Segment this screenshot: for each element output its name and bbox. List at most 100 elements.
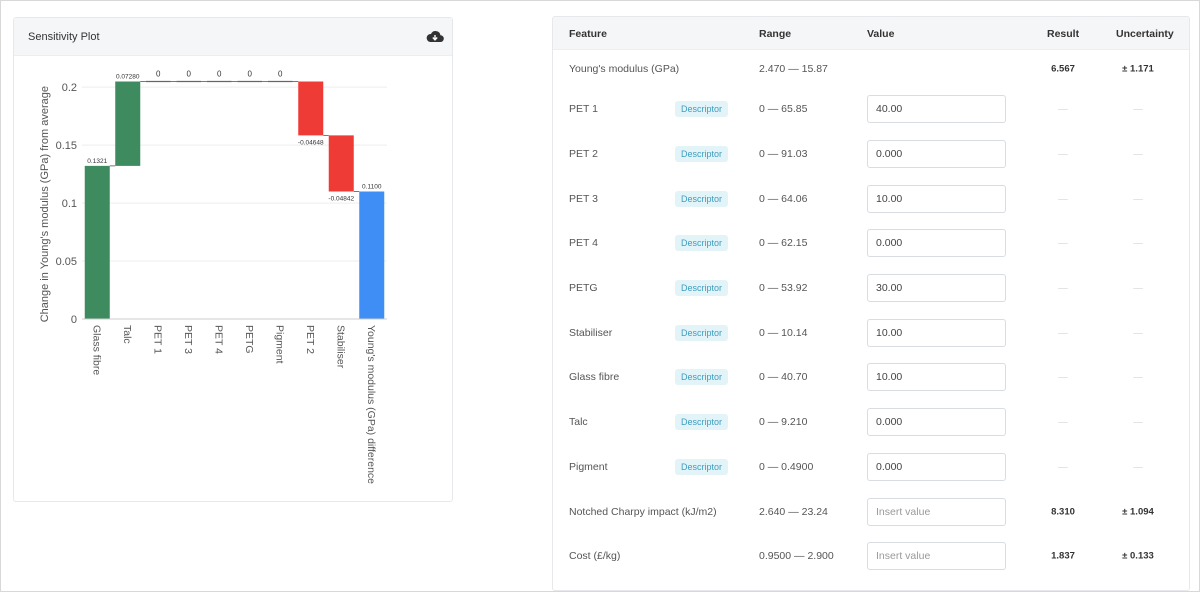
x-tick-label: PET 2 [304,325,316,354]
value-input[interactable] [867,229,1006,258]
feature-name: PET 3 [569,192,598,205]
table-row: Pigment Descriptor 0 — 0.4900 — — [553,445,1189,490]
y-tick-label: 0.2 [62,82,77,94]
descriptor-badge: Descriptor [675,235,729,252]
descriptor-badge: Descriptor [675,458,729,475]
value-input[interactable] [867,542,1006,571]
feature-name: Pigment [569,460,608,473]
result-value: — [1058,416,1068,428]
plot-header: Sensitivity Plot [14,18,452,56]
result-value: — [1058,282,1068,294]
table-header: Feature Range Value Result Uncertainty [553,17,1189,50]
value-input[interactable] [867,497,1006,526]
descriptor-badge: Descriptor [675,280,729,297]
data-label: 0.1321 [87,158,107,165]
x-tick-label: PET 1 [151,325,163,354]
feature-name: Glass fibre [569,371,620,384]
table-body: Young's modulus (GPa) 2.470 — 15.87 6.56… [553,50,1189,579]
data-label: -0.04842 [328,196,354,203]
table-row: PET 3 Descriptor 0 — 64.06 — — [553,176,1189,221]
bar-young-s-modulus-gpa-difference[interactable] [359,191,385,320]
descriptor-badge: Descriptor [675,190,729,207]
data-label: 0.1100 [362,184,382,191]
table-row: PET 2 Descriptor 0 — 91.03 — — [553,132,1189,177]
header-result: Result [1047,28,1080,40]
bar-pet-2[interactable] [298,81,324,136]
value-input[interactable] [867,140,1006,169]
table-row: PETG Descriptor 0 — 53.92 — — [553,266,1189,311]
table-row: Glass fibre Descriptor 0 — 40.70 — — [553,355,1189,400]
feature-name: Young's modulus (GPa) [569,62,680,75]
uncertainty-value: — [1133,282,1143,294]
bar-talc[interactable] [115,81,141,166]
x-tick-label: PET 3 [182,325,194,354]
plot-title: Sensitivity Plot [28,30,100,43]
data-label: 0 [156,70,161,79]
y-tick-label: 0.1 [62,198,77,210]
feature-range: 2.470 — 15.87 [759,62,828,75]
prediction-table: Feature Range Value Result Uncertainty Y… [552,16,1190,591]
descriptor-badge: Descriptor [675,369,729,386]
sensitivity-plot-card: Sensitivity Plot 0.1321 0.07280 0 0 0 0 0 -0.04… [13,17,453,502]
y-tick-label: 0 [71,314,77,326]
value-input[interactable] [867,184,1006,213]
cloud-download-icon[interactable] [426,30,444,44]
bar-stabiliser[interactable] [328,135,354,192]
table-row: Talc Descriptor 0 — 9.210 — — [553,400,1189,445]
feature-range: 0 — 64.06 [759,192,808,205]
x-tick-label: Pigment [273,325,285,364]
value-input[interactable] [867,452,1006,481]
result-value: 1.837 [1051,550,1075,562]
result-value: — [1058,103,1068,115]
uncertainty-value: — [1133,237,1143,249]
feature-range: 0 — 65.85 [759,103,808,116]
uncertainty-value: ± 0.133 [1122,550,1154,562]
descriptor-badge: Descriptor [675,101,729,118]
value-input[interactable] [867,363,1006,392]
data-label: 0 [217,70,222,79]
value-input[interactable] [867,408,1006,437]
feature-name: Notched Charpy impact (kJ/m2) [569,505,717,518]
feature-name: PET 2 [569,148,598,161]
x-tick-label: Young's modulus (GPa) difference [365,325,377,484]
value-input[interactable] [867,95,1006,124]
bar-glass-fibre[interactable] [84,165,110,319]
header-uncertainty: Uncertainty [1116,28,1174,40]
feature-range: 0 — 91.03 [759,148,808,161]
y-tick-label: 0.15 [56,140,77,152]
waterfall-chart: 0.1321 0.07280 0 0 0 0 0 -0.04648 -0.04842 0.1100… [39,70,387,484]
descriptor-badge: Descriptor [675,324,729,341]
value-input[interactable] [867,318,1006,347]
header-value: Value [867,28,895,40]
result-value: — [1058,461,1068,473]
x-tick-label: PETG [243,325,255,354]
data-label: 0 [248,70,253,79]
result-value: 6.567 [1051,63,1075,74]
feature-range: 2.640 — 23.24 [759,505,828,518]
y-tick-label: 0.05 [56,256,77,268]
feature-name: Cost (£/kg) [569,550,621,563]
uncertainty-value: ± 1.171 [1122,63,1154,74]
value-input[interactable] [867,274,1006,303]
uncertainty-value: — [1133,148,1143,160]
feature-name: PET 4 [569,237,598,250]
uncertainty-value: — [1133,461,1143,473]
feature-range: 0 — 53.92 [759,282,808,295]
table-row-target: Cost (£/kg) 0.9500 — 2.900 1.837 ± 0.133 [553,534,1189,579]
feature-name: Stabiliser [569,326,613,339]
header-range: Range [759,28,792,40]
result-value: 8.310 [1051,506,1075,518]
feature-range: 0 — 0.4900 [759,460,814,473]
x-tick-label: Stabiliser [334,325,346,369]
uncertainty-value: ± 1.094 [1122,506,1154,518]
x-tick-label: PET 4 [212,325,224,354]
feature-range: 0 — 10.14 [759,326,808,339]
data-label: 0 [278,70,283,79]
data-label: 0.07280 [116,74,140,81]
x-tick-label: Glass fibre [90,325,102,375]
feature-name: PETG [569,282,598,295]
data-label: -0.04648 [298,139,324,146]
feature-range: 0 — 9.210 [759,416,808,429]
feature-range: 0 — 40.70 [759,371,808,384]
table-row: PET 1 Descriptor 0 — 65.85 — — [553,87,1189,132]
